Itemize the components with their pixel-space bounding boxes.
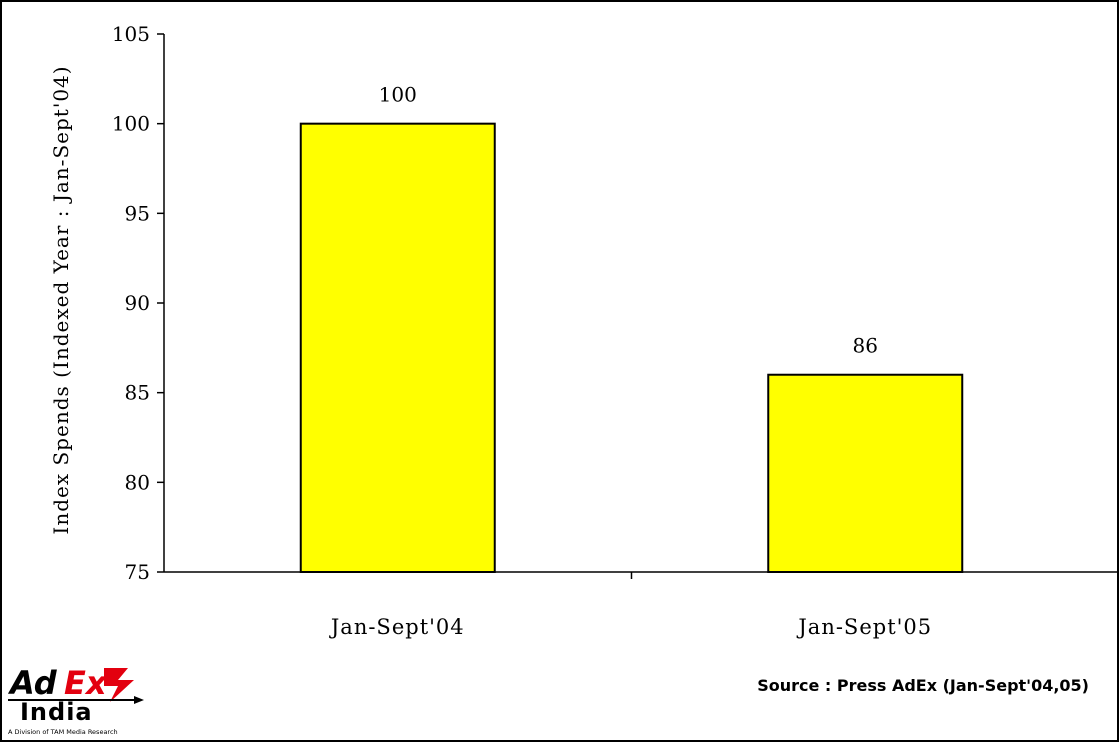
axes: 75 80 85 90 95 100 105 Jan-Sept'04 Jan-Sept'05 xyxy=(112,22,1119,639)
bar xyxy=(299,122,496,574)
svg-text:Ex: Ex xyxy=(64,664,108,702)
y-tick-label: 75 xyxy=(125,560,150,584)
y-tick-label: 85 xyxy=(125,381,150,405)
bar-data-label: 100 xyxy=(379,83,417,107)
y-tick-label: 95 xyxy=(125,201,150,225)
y-tick-label: 80 xyxy=(125,470,150,494)
svg-text:A Division of TAM Media Resear: A Division of TAM Media Research xyxy=(8,728,118,736)
bar-data-label: 86 xyxy=(853,334,878,358)
svg-text:India: India xyxy=(20,698,93,726)
y-tick-label: 100 xyxy=(112,112,150,136)
source-note: Source : Press AdEx (Jan-Sept'04,05) xyxy=(757,676,1089,695)
lightning-icon xyxy=(104,668,134,702)
logo-mark: Ad Ex India A Division of TAM Media Rese… xyxy=(7,664,144,736)
bar xyxy=(767,373,964,573)
svg-text:Ad: Ad xyxy=(7,664,58,702)
bars: 100 86 xyxy=(299,83,964,574)
y-tick-label: 105 xyxy=(112,22,150,46)
y-axis-label: Index Spends (Indexed Year : Jan-Sept'04… xyxy=(49,65,73,534)
y-tick-label: 90 xyxy=(125,291,150,315)
x-tick-label: Jan-Sept'05 xyxy=(796,615,932,639)
adex-india-logo: Ad Ex India A Division of TAM Media Rese… xyxy=(7,664,144,736)
x-tick-label: Jan-Sept'04 xyxy=(329,615,465,639)
